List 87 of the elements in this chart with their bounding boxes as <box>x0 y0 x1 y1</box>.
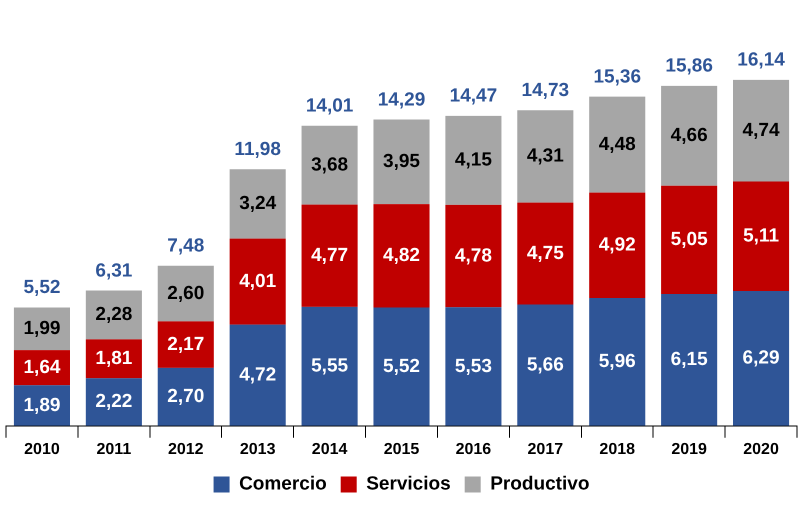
data-label: 4,72 <box>239 364 276 386</box>
x-tick-label: 2010 <box>24 440 60 458</box>
data-label: 5,66 <box>526 354 564 376</box>
data-label: 5,05 <box>670 229 708 250</box>
legend-label: Servicios <box>366 474 451 495</box>
data-label: 4,15 <box>454 150 492 171</box>
total-label: 15,86 <box>665 56 713 77</box>
data-label: 5,96 <box>598 351 636 372</box>
bar <box>158 321 214 368</box>
bar <box>445 116 502 205</box>
total-label: 6,31 <box>95 260 133 282</box>
data-label: 3,95 <box>383 151 420 172</box>
total-label: 15,36 <box>593 66 641 88</box>
x-tick-label: 2018 <box>599 440 636 458</box>
x-tick-label: 2012 <box>168 440 204 458</box>
bar <box>517 202 574 304</box>
data-label: 4,82 <box>383 245 420 266</box>
bar <box>445 204 502 308</box>
bar <box>230 238 286 325</box>
bar <box>86 290 142 340</box>
data-label: 4,66 <box>670 125 708 146</box>
legend-label: Productivo <box>490 474 590 495</box>
data-label: 4,48 <box>598 134 636 155</box>
bar <box>373 307 430 426</box>
data-label: 6,15 <box>670 349 708 370</box>
bar <box>589 192 646 298</box>
data-label: 2,28 <box>95 304 132 326</box>
data-label: 4,77 <box>311 244 348 266</box>
data-label: 5,55 <box>311 356 349 377</box>
data-label: 3,24 <box>239 193 277 214</box>
total-label: 16,14 <box>737 50 786 71</box>
total-label: 14,01 <box>306 95 354 116</box>
x-tick-label: 2016 <box>456 440 492 458</box>
bar <box>373 120 430 204</box>
total-label: 11,98 <box>234 138 281 160</box>
bar <box>445 307 502 426</box>
data-label: 4,01 <box>239 270 277 292</box>
data-label: 4,31 <box>526 146 564 167</box>
data-label: 1,99 <box>23 318 60 340</box>
x-tick-label: 2015 <box>384 440 420 458</box>
x-tick-label: 2014 <box>312 440 348 458</box>
bar <box>302 126 358 205</box>
total-label: 7,48 <box>167 235 204 256</box>
bar <box>373 204 430 308</box>
bar <box>733 290 790 426</box>
bar <box>302 306 358 426</box>
bar <box>733 80 790 182</box>
data-label: 2,17 <box>167 334 204 355</box>
x-tick-label: 2020 <box>743 440 779 458</box>
bar <box>661 294 718 426</box>
legend-label: Comercio <box>239 474 327 495</box>
data-label: 2,22 <box>95 391 132 412</box>
total-label: 14,73 <box>522 80 570 102</box>
bar <box>589 298 646 426</box>
bar <box>230 324 286 426</box>
x-tick-label: 2017 <box>528 440 564 458</box>
data-label: 3,68 <box>311 154 348 176</box>
bar <box>86 378 142 426</box>
data-label: 6,29 <box>742 348 780 369</box>
bar <box>230 169 286 239</box>
data-label: 1,64 <box>23 356 61 378</box>
data-label: 5,53 <box>454 356 492 377</box>
data-label: 5,52 <box>383 356 420 377</box>
x-tick-label: 2013 <box>240 440 276 458</box>
data-label: 4,78 <box>454 245 492 266</box>
total-label: 14,47 <box>450 86 498 107</box>
x-tick-label: 2019 <box>671 440 708 458</box>
bar <box>517 110 574 203</box>
data-label: 2,70 <box>167 386 204 408</box>
total-label: 5,52 <box>23 277 60 298</box>
bar <box>661 86 718 186</box>
bar <box>302 204 358 307</box>
bar <box>517 304 574 426</box>
data-label: 4,74 <box>742 120 780 141</box>
bar <box>733 181 790 291</box>
data-label: 1,89 <box>23 394 60 416</box>
bar <box>158 368 214 426</box>
x-tick-label: 2011 <box>96 440 132 458</box>
data-label: 5,11 <box>743 225 780 246</box>
bar <box>661 186 718 294</box>
bar <box>158 266 214 322</box>
data-label: 1,81 <box>95 348 133 370</box>
bar <box>589 96 646 193</box>
data-label: 4,92 <box>598 234 636 256</box>
data-label: 2,60 <box>167 282 204 304</box>
data-label: 4,75 <box>526 242 564 264</box>
total-label: 14,29 <box>378 89 426 110</box>
